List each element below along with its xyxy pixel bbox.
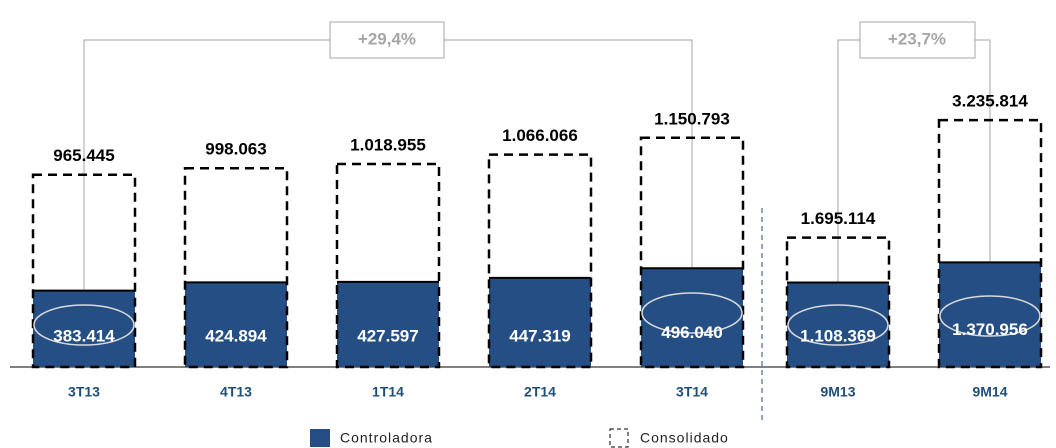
dashed-bar bbox=[639, 136, 745, 369]
value-label: 427.597 bbox=[357, 326, 418, 345]
dashed-bar bbox=[785, 236, 891, 369]
value-label: 496.040 bbox=[661, 323, 722, 342]
value-label: 1.150.793 bbox=[654, 109, 730, 128]
dashed-bar bbox=[487, 153, 593, 369]
annotation-box bbox=[859, 21, 976, 59]
value-label: 447.319 bbox=[509, 326, 570, 345]
value-label: 3.235.814 bbox=[952, 92, 1028, 111]
dashed-bar bbox=[335, 162, 441, 369]
bar bbox=[939, 262, 1041, 367]
annotation-box bbox=[329, 21, 445, 59]
x-tick-label: 3T13 bbox=[68, 384, 100, 400]
value-label: 1.695.114 bbox=[801, 209, 876, 228]
value-label: 424.894 bbox=[205, 326, 267, 345]
bar bbox=[489, 277, 591, 367]
dashed-bar bbox=[183, 166, 289, 369]
annotation: +23,7% bbox=[888, 29, 946, 48]
highlights bbox=[33, 292, 1041, 346]
brackets bbox=[83, 21, 991, 305]
bar bbox=[337, 281, 439, 367]
highlight-ellipse bbox=[641, 292, 743, 334]
x-tick-label: 3T14 bbox=[676, 384, 708, 400]
highlight-ellipse bbox=[787, 304, 889, 346]
legend-swatch bbox=[310, 429, 330, 447]
value-label: 1.066.066 bbox=[502, 126, 578, 145]
value-label: 1.108.369 bbox=[800, 326, 876, 345]
highlight-ellipse bbox=[33, 304, 135, 346]
value-label: 1.018.955 bbox=[350, 136, 426, 155]
bracket-line bbox=[975, 39, 991, 298]
x-tick-label: 2T14 bbox=[524, 384, 556, 400]
value-label: 998.063 bbox=[205, 140, 266, 159]
dashed-bar bbox=[31, 173, 137, 369]
x-tick-label: 9M13 bbox=[820, 384, 855, 400]
x-tick-label: 1T14 bbox=[372, 384, 404, 400]
dashed-bar bbox=[937, 118, 1043, 369]
value-label: 1.370.956 bbox=[952, 320, 1028, 339]
value-label: 965.445 bbox=[53, 146, 114, 165]
bar bbox=[787, 282, 889, 367]
bar bbox=[641, 268, 743, 367]
bar bbox=[185, 282, 287, 367]
x-tick-label: 4T13 bbox=[220, 384, 252, 400]
bracket-line bbox=[444, 39, 693, 303]
bar bbox=[33, 290, 135, 367]
highlight-ellipse bbox=[939, 295, 1041, 337]
marks bbox=[31, 118, 1043, 369]
bracket-line bbox=[837, 39, 860, 300]
annotation: +29,4% bbox=[358, 29, 416, 48]
bracket-line bbox=[83, 39, 330, 305]
legend-label: Controladora bbox=[340, 430, 433, 446]
legend-label: Consolidado bbox=[640, 430, 729, 446]
x-tick-label: 9M14 bbox=[972, 384, 1007, 400]
legend-swatch bbox=[609, 428, 629, 448]
value-label: 383.414 bbox=[53, 326, 115, 345]
